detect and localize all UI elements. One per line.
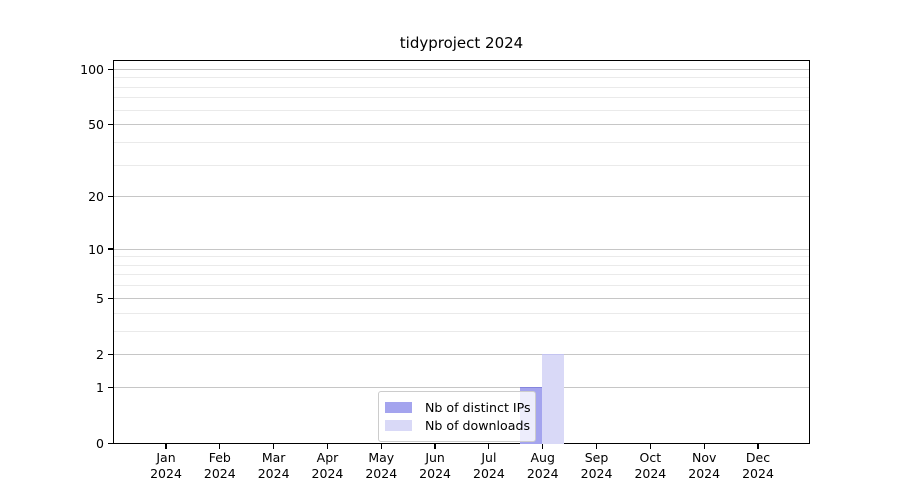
- y-axis-tick-label-1: 1: [96, 379, 104, 395]
- x-axis-tick-label-aug: Aug 2024: [516, 450, 570, 481]
- x-tick-year: 2024: [365, 465, 398, 481]
- x-tick-year: 2024: [419, 465, 451, 481]
- gridline-major-1: [114, 386, 809, 388]
- y-axis-tick-label-2: 2: [96, 346, 104, 362]
- bar-layer: [114, 61, 809, 444]
- x-tick-year: 2024: [688, 465, 721, 481]
- legend-swatch-downloads: [385, 419, 412, 431]
- x-tickmark-sep: [595, 444, 598, 449]
- gridline-major-5: [114, 297, 809, 299]
- x-axis-tick-label-feb: Feb 2024: [193, 450, 247, 481]
- gridline-minor-8: [114, 264, 809, 266]
- y-axis-tick-label-10: 10: [88, 241, 104, 257]
- x-tick-month: Mar: [261, 450, 286, 465]
- bar-nb-of-downloads-aug: [542, 353, 565, 444]
- y-axis-tick-label-5: 5: [96, 290, 104, 306]
- chart-title: tidyproject 2024: [399, 34, 524, 52]
- x-tickmark-mar: [273, 444, 275, 449]
- gridline-minor-9: [114, 256, 809, 258]
- x-axis-tick-label-jan: Jan 2024: [139, 450, 193, 481]
- y-axis-tick-label-50: 50: [88, 117, 104, 133]
- x-axis-tick-label-apr: Apr 2024: [300, 450, 354, 481]
- x-tickmark-apr: [326, 444, 329, 449]
- gridline-major-10: [114, 248, 809, 250]
- legend-label-downloads: Nb of downloads: [425, 417, 531, 433]
- legend-swatch-distinct-ips: [385, 401, 412, 413]
- gridline-major-2: [114, 353, 809, 355]
- x-tickmark-jan: [165, 444, 167, 449]
- x-tickmark-dec: [757, 444, 759, 449]
- y-axis-tick-label-100: 100: [80, 61, 104, 77]
- x-axis-tick-label-nov: Nov 2024: [677, 450, 731, 481]
- x-tickmark-nov: [703, 444, 705, 449]
- x-axis-tick-label-dec: Dec 2024: [731, 450, 785, 481]
- x-tick-month: Jul: [481, 450, 497, 465]
- x-tick-month: Oct: [639, 450, 662, 465]
- x-tick-month: Jan: [156, 450, 176, 465]
- x-tick-year: 2024: [203, 465, 236, 481]
- x-axis-tick-label-jun: Jun 2024: [408, 450, 462, 481]
- gridline-minor-80: [114, 86, 809, 88]
- x-tick-month: Nov: [691, 450, 717, 465]
- x-tick-month: Dec: [745, 450, 771, 465]
- legend-item-distinct-ips: Nb of distinct IPs: [385, 399, 531, 415]
- x-axis-tick-label-jul: Jul 2024: [462, 450, 516, 481]
- x-tickmark-aug: [542, 444, 544, 449]
- x-tick-year: 2024: [311, 465, 344, 481]
- x-tick-year: 2024: [580, 465, 613, 481]
- x-tick-year: 2024: [473, 465, 505, 481]
- y-axis-tick-label-20: 20: [88, 189, 104, 205]
- gridline-major-20: [114, 196, 809, 198]
- x-axis-tick-label-may: May 2024: [354, 450, 408, 481]
- gridline-minor-6: [114, 285, 809, 287]
- legend-item-downloads: Nb of downloads: [385, 417, 531, 433]
- x-tick-year: 2024: [150, 465, 182, 481]
- gridline-minor-60: [114, 109, 809, 111]
- gridline-minor-30: [114, 164, 809, 166]
- legend-label-distinct-ips: Nb of distinct IPs: [425, 399, 531, 415]
- x-tick-month: Sep: [584, 450, 609, 465]
- x-tick-month: Jun: [425, 450, 445, 465]
- gridline-minor-70: [114, 97, 809, 99]
- x-tick-month: Apr: [316, 450, 339, 465]
- x-tickmark-oct: [649, 444, 651, 449]
- gridline-minor-90: [114, 77, 809, 79]
- x-tick-year: 2024: [634, 465, 667, 481]
- x-tickmark-jun: [434, 444, 436, 449]
- x-tickmark-feb: [219, 444, 221, 449]
- x-tick-year: 2024: [526, 465, 559, 481]
- x-tick-month: May: [368, 450, 395, 465]
- x-axis-tick-label-oct: Oct 2024: [623, 450, 677, 481]
- grid-layer: [114, 61, 809, 443]
- gridline-minor-40: [114, 141, 809, 143]
- y-axis-tick-label-0: 0: [96, 436, 104, 451]
- x-tick-month: Aug: [530, 450, 555, 465]
- x-tickmark-may: [380, 444, 382, 449]
- x-tickmark-jul: [488, 444, 490, 449]
- gridline-major-100: [114, 68, 809, 70]
- gridline-minor-4: [114, 312, 809, 314]
- gridline-major-50: [114, 124, 809, 126]
- x-axis-tick-label-mar: Mar 2024: [247, 450, 301, 481]
- gridline-minor-3: [114, 330, 809, 332]
- legend: Nb of distinct IPs Nb of downloads: [378, 391, 536, 442]
- x-tick-year: 2024: [257, 465, 290, 481]
- x-tick-month: Feb: [208, 450, 231, 465]
- gridline-minor-7: [114, 274, 809, 276]
- plot-area: Nb of distinct IPs Nb of downloads: [113, 60, 810, 444]
- x-tick-year: 2024: [742, 465, 774, 481]
- x-axis-tick-label-sep: Sep 2024: [570, 450, 624, 481]
